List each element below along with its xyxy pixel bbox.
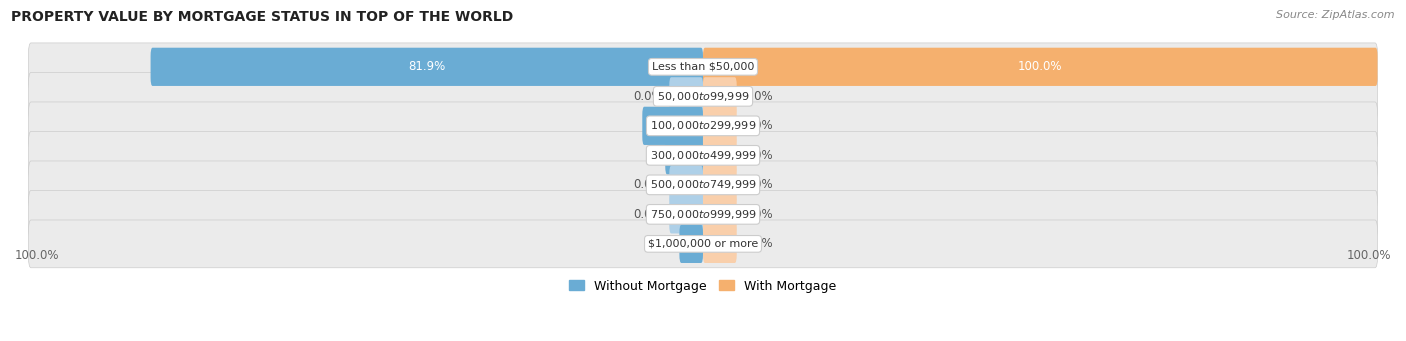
Text: $1,000,000 or more: $1,000,000 or more xyxy=(648,239,758,249)
Text: 81.9%: 81.9% xyxy=(408,60,446,73)
Text: 0.0%: 0.0% xyxy=(633,90,662,103)
Text: 100.0%: 100.0% xyxy=(15,249,59,262)
FancyBboxPatch shape xyxy=(28,132,1378,179)
Text: 0.0%: 0.0% xyxy=(744,237,773,250)
FancyBboxPatch shape xyxy=(150,48,703,86)
FancyBboxPatch shape xyxy=(28,102,1378,150)
Text: 0.0%: 0.0% xyxy=(744,119,773,132)
FancyBboxPatch shape xyxy=(679,225,703,263)
FancyBboxPatch shape xyxy=(703,166,737,204)
FancyBboxPatch shape xyxy=(28,43,1378,91)
FancyBboxPatch shape xyxy=(643,107,703,145)
Text: 5.6%: 5.6% xyxy=(669,149,699,162)
Text: Less than $50,000: Less than $50,000 xyxy=(652,62,754,72)
Text: $300,000 to $499,999: $300,000 to $499,999 xyxy=(650,149,756,162)
FancyBboxPatch shape xyxy=(28,220,1378,268)
Text: 0.0%: 0.0% xyxy=(633,178,662,191)
Text: 0.0%: 0.0% xyxy=(744,208,773,221)
FancyBboxPatch shape xyxy=(703,48,1378,86)
Text: 0.0%: 0.0% xyxy=(744,149,773,162)
FancyBboxPatch shape xyxy=(703,225,737,263)
Text: $750,000 to $999,999: $750,000 to $999,999 xyxy=(650,208,756,221)
Text: PROPERTY VALUE BY MORTGAGE STATUS IN TOP OF THE WORLD: PROPERTY VALUE BY MORTGAGE STATUS IN TOP… xyxy=(11,10,513,24)
FancyBboxPatch shape xyxy=(28,161,1378,209)
FancyBboxPatch shape xyxy=(28,72,1378,120)
FancyBboxPatch shape xyxy=(669,166,703,204)
FancyBboxPatch shape xyxy=(28,191,1378,238)
Text: 0.0%: 0.0% xyxy=(744,178,773,191)
Text: 0.0%: 0.0% xyxy=(744,90,773,103)
FancyBboxPatch shape xyxy=(703,195,737,234)
FancyBboxPatch shape xyxy=(703,107,737,145)
Text: 9.0%: 9.0% xyxy=(658,119,688,132)
FancyBboxPatch shape xyxy=(669,195,703,234)
Legend: Without Mortgage, With Mortgage: Without Mortgage, With Mortgage xyxy=(564,275,842,298)
FancyBboxPatch shape xyxy=(665,136,703,175)
Text: 0.0%: 0.0% xyxy=(633,208,662,221)
FancyBboxPatch shape xyxy=(703,136,737,175)
Text: Source: ZipAtlas.com: Source: ZipAtlas.com xyxy=(1277,10,1395,20)
Text: $100,000 to $299,999: $100,000 to $299,999 xyxy=(650,119,756,132)
Text: $500,000 to $749,999: $500,000 to $749,999 xyxy=(650,178,756,191)
FancyBboxPatch shape xyxy=(703,77,737,116)
FancyBboxPatch shape xyxy=(669,77,703,116)
Text: 100.0%: 100.0% xyxy=(1347,249,1391,262)
Text: 100.0%: 100.0% xyxy=(1018,60,1063,73)
Text: 3.5%: 3.5% xyxy=(676,237,706,250)
Text: $50,000 to $99,999: $50,000 to $99,999 xyxy=(657,90,749,103)
